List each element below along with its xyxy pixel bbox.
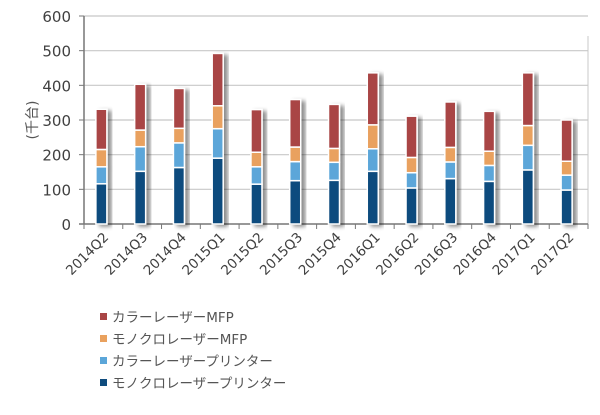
- bar-segment: [405, 171, 418, 189]
- y-tick-label: 400: [42, 77, 71, 95]
- bar-segment: [288, 179, 302, 225]
- bar-segment: [288, 98, 302, 148]
- bar-segment: [482, 180, 496, 225]
- y-tick-label: 200: [42, 147, 71, 165]
- bar-segment: [288, 146, 302, 163]
- legend-label: カラーレーザープリンター: [112, 354, 273, 370]
- bar-segment: [133, 129, 147, 148]
- legend-swatch: [100, 334, 107, 342]
- bar-segment: [444, 146, 457, 163]
- bar-segment: [211, 105, 224, 130]
- y-tick-label: 500: [42, 43, 71, 61]
- legend-label: モノクロレーザープリンター: [112, 376, 287, 392]
- legend-swatch: [100, 378, 107, 386]
- bar-segment: [560, 189, 573, 225]
- x-tick-label: 2017Q2: [528, 230, 577, 279]
- bar-segment: [172, 127, 186, 144]
- bar-segment: [133, 170, 147, 225]
- bar-segment: [366, 124, 380, 150]
- legend-swatch: [100, 312, 107, 320]
- legend-item: モノクロレーザープリンター: [100, 371, 286, 393]
- bar-segment: [211, 127, 224, 159]
- bar-stack: [327, 103, 341, 225]
- bar-stack: [95, 108, 108, 225]
- bar-stack: [482, 110, 496, 225]
- y-tick-label: 600: [42, 8, 71, 26]
- bar-segment: [521, 124, 535, 147]
- bar-segment: [250, 108, 263, 153]
- bar-segment: [366, 148, 380, 173]
- bar-segment: [560, 160, 573, 176]
- bar-segment: [521, 169, 535, 225]
- bar-segment: [444, 177, 457, 225]
- bar-stack: [405, 115, 418, 225]
- y-tick-label: 100: [42, 181, 71, 199]
- bar-segment: [250, 151, 263, 168]
- bar-segment: [327, 147, 341, 164]
- legend-swatch: [100, 356, 107, 364]
- bar-stack: [444, 101, 457, 225]
- bar-segment: [327, 161, 341, 182]
- legend-label: カラーレーザーMFP: [112, 310, 234, 326]
- bar-segment: [560, 174, 573, 191]
- bar-segment: [250, 166, 263, 185]
- bar-segment: [521, 72, 535, 127]
- bar-segment: [560, 119, 573, 163]
- tick-labels: 01002003004005006002014Q22014Q32014Q4201…: [42, 8, 577, 279]
- bar-segment: [211, 52, 224, 107]
- bar-segment: [405, 187, 418, 225]
- y-tick-label: 0: [61, 216, 71, 234]
- bar-segment: [405, 115, 418, 159]
- bar-segment: [250, 183, 263, 225]
- bar-segment: [95, 108, 108, 151]
- bar-segment: [133, 145, 147, 173]
- bar-segment: [172, 166, 186, 225]
- bar-segment: [95, 183, 108, 225]
- bar-stack: [288, 98, 302, 225]
- bar-segment: [172, 142, 186, 169]
- bar-segment: [482, 110, 496, 152]
- bars: [95, 52, 573, 225]
- bar-stack: [211, 52, 224, 225]
- bar-segment: [366, 72, 380, 126]
- bar-segment: [327, 179, 341, 225]
- bar-segment: [327, 103, 341, 150]
- legend-item: カラーレーザープリンター: [100, 349, 286, 371]
- legend-label: モノクロレーザーMFP: [112, 332, 248, 348]
- bar-stack: [366, 72, 380, 225]
- bar-segment: [482, 164, 496, 183]
- bar-segment: [95, 166, 108, 185]
- bar-stack: [250, 108, 263, 225]
- bar-segment: [211, 157, 224, 225]
- bar-segment: [95, 148, 108, 168]
- y-tick-label: 300: [42, 112, 71, 130]
- legend-item: モノクロレーザーMFP: [100, 327, 286, 349]
- bar-segment: [482, 150, 496, 167]
- bar-segment: [521, 144, 535, 171]
- bar-segment: [405, 156, 418, 174]
- bar-segment: [172, 87, 186, 130]
- y-axis-label: (千台): [25, 101, 41, 140]
- bar-stack: [560, 119, 573, 225]
- bar-segment: [288, 160, 302, 182]
- bar-segment: [133, 83, 147, 131]
- bar-stack: [172, 87, 186, 225]
- bar-segment: [366, 170, 380, 225]
- bar-segment: [444, 161, 457, 180]
- bar-stack: [521, 72, 535, 225]
- legend: カラーレーザーMFP モノクロレーザーMFP カラーレーザープリンター モノクロレーザ…: [100, 305, 286, 393]
- bar-segment: [444, 101, 457, 149]
- bar-stack: [133, 83, 147, 225]
- legend-item: カラーレーザーMFP: [100, 305, 286, 327]
